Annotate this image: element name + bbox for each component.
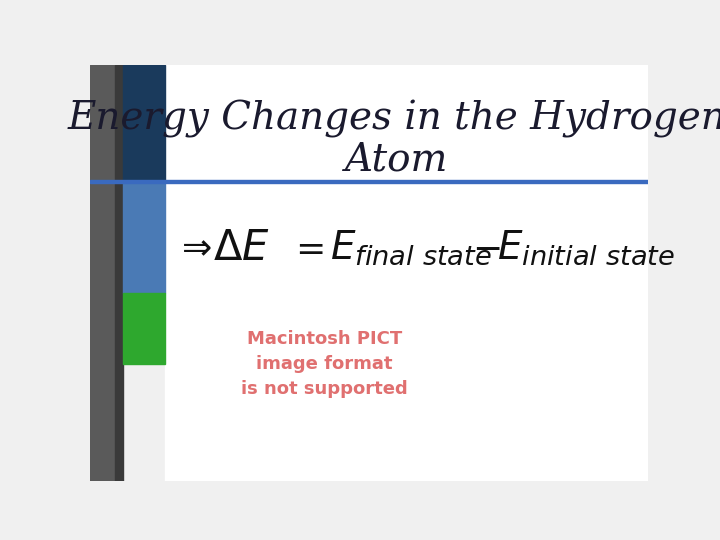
Text: $-$: $-$ [472, 231, 500, 265]
Text: Atom: Atom [345, 142, 449, 179]
Text: Macintosh PICT
image format
is not supported: Macintosh PICT image format is not suppo… [241, 330, 408, 398]
Bar [90, 65, 115, 481]
Text: $\mathit{E}_{\mathit{final\ state}}$: $\mathit{E}_{\mathit{final\ state}}$ [330, 228, 492, 267]
Bar [124, 293, 166, 364]
Bar [124, 181, 166, 294]
Bar [124, 65, 166, 181]
Text: $\Delta\mathit{E}$: $\Delta\mathit{E}$ [213, 227, 269, 269]
Text: Energy Changes in the Hydrogen: Energy Changes in the Hydrogen [68, 100, 720, 138]
Text: $\Rightarrow$: $\Rightarrow$ [174, 231, 211, 265]
Bar [115, 65, 124, 481]
Text: $\mathit{E}_{\mathit{initial\ state}}$: $\mathit{E}_{\mathit{initial\ state}}$ [498, 228, 675, 267]
Bar [90, 180, 648, 183]
Text: $=$: $=$ [288, 231, 323, 265]
Bar [166, 65, 648, 481]
